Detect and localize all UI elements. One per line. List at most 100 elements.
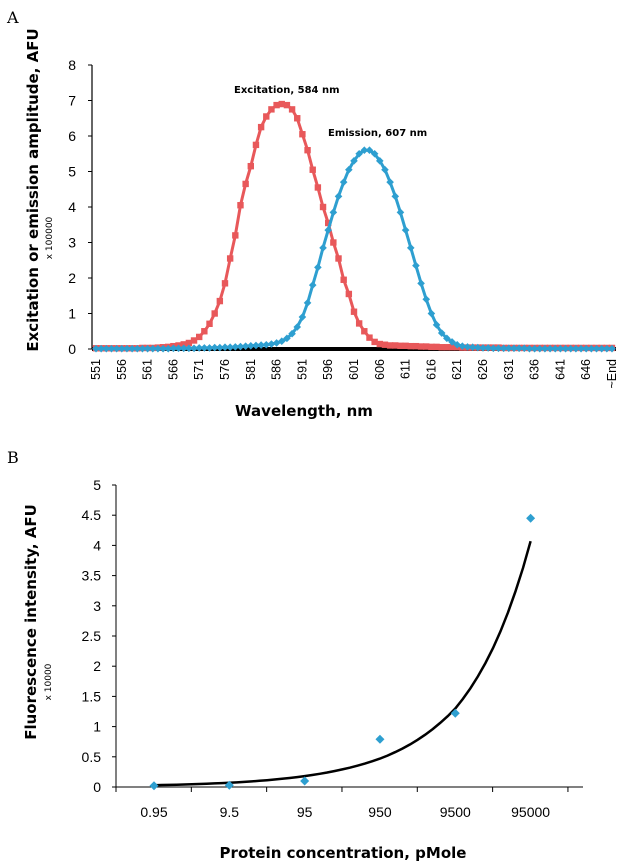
panel-a-emission-marker [365,146,374,154]
panel-a-emission-marker [143,344,152,353]
panel-b-points [149,513,536,791]
panel-a-x-tick-label: 621 [450,359,464,380]
panel-a-emission-marker [463,343,472,351]
panel-a-x-tick-label: 551 [89,359,103,380]
panel-a-excitation-marker [412,342,420,350]
panel-a-emission-marker [200,344,209,352]
panel-a-series [92,100,616,353]
panel-a-emission-marker [133,344,142,353]
panel-a-x-tick-label: 631 [502,359,516,380]
panel-a-excitation-annotation: Excitation, 584 nm [234,85,340,96]
panel-b-y-axis-multiplier: x 10000 [44,663,54,700]
panel-a-emission-marker [541,344,549,353]
panel-a-emission-marker [376,157,384,165]
panel-a-emission-marker [556,344,565,353]
panel-a-emission-marker [112,344,121,353]
panel-a-emission-marker [582,344,590,353]
panel-a-emission-marker [350,157,358,165]
panel-a-emission-marker [468,343,477,352]
panel-a-emission-marker [520,344,529,353]
panel-a-emission-marker [154,344,162,353]
panel-a-excitation-marker [443,344,451,351]
panel-a-excitation-marker [299,131,306,138]
panel-b-x-axis-title: Protein concentration, pMole [220,844,467,862]
panel-a-excitation-marker [252,141,260,149]
panel-a-y-ticks: 0 1 2 3 4 5 6 7 8 [68,57,92,357]
panel-a-emission-marker [303,299,312,307]
panel-a-y-axis-title: Excitation or emission amplitude, AFU [24,28,42,351]
panel-a-excitation-marker [355,320,363,327]
panel-b-y-tick-label: 3.5 [82,568,102,584]
panel-a-emission-marker [608,344,616,353]
panel-a-excitation-marker [350,308,358,315]
panel-a-emission-marker [118,344,126,353]
panel-a-x-tick-label: 641 [553,359,567,380]
panel-a-emission-marker [123,344,131,353]
panel-a-emission-marker [257,341,265,349]
panel-a-emission-marker [226,343,234,352]
panel-a-excitation-marker [201,328,208,335]
panel-a-emission-marker [319,244,327,252]
panel-a-emission-marker [267,340,276,348]
panel-a-emission-marker [128,344,136,353]
panel-a-excitation-marker [237,202,244,209]
panel-a-emission-marker [360,146,369,154]
panel-a-y-tick-label: 4 [68,199,76,215]
panel-b-trendline-group [153,540,532,787]
panel-a-x-tick-label: 581 [244,359,258,380]
panel-b-x-tick-label: 950 [368,804,392,820]
panel-a-excitation-marker [283,101,291,109]
panel-a-emission-marker [179,344,188,353]
panel-a-excitation-marker [448,344,456,351]
panel-a-y-tick-label: 3 [68,235,76,251]
panel-a-label: A [6,8,19,27]
panel-a-excitation-marker [268,106,275,113]
panel-a-emission-marker [561,344,570,353]
panel-b-data-point [526,513,536,523]
panel-a-excitation-marker [247,162,254,170]
panel-a-emission-marker [231,343,240,351]
panel-b-y-tick-label: 4.5 [82,507,102,523]
panel-a-excitation-marker [319,203,327,211]
panel-b-data-point [224,780,234,790]
panel-a-emission-marker [572,344,580,353]
panel-a-excitation-marker [304,147,311,154]
panel-b-x-tick-label: 9.5 [220,804,240,820]
panel-a-y-tick-label: 0 [68,341,76,357]
panel-a-excitation-marker [417,343,425,350]
panel-b-x-tick-label: 95000 [511,804,550,820]
panel-a-emission-marker [535,344,544,353]
panel-a-emission-marker [159,344,167,353]
panel-a-excitation-marker [180,341,187,348]
panel-a-excitation-marker [221,280,229,287]
panel-b-y-ticks: 0 0.5 1 1.5 2 2.5 3 3.5 4 4.5 5 [82,477,116,795]
panel-a-x-ticks: 551 556 561 566 571 576 581 586 591 596 601 606 611 6… [89,359,619,389]
panel-a-emission-marker [381,165,389,174]
panel-a-emission-marker [448,338,456,346]
panel-b-data-point [375,734,385,744]
panel-a-emission-marker [391,192,400,201]
panel-a-emission-marker [499,344,508,353]
panel-a-emission-marker [546,344,554,353]
panel-a-x-tick-label: 571 [192,359,206,380]
panel-a-emission-marker [422,295,431,304]
panel-a-emission-marker [221,343,229,352]
panel-a-emission-marker [247,342,255,350]
panel-a-emission-marker [138,344,147,353]
panel-a-emission-marker [262,340,271,349]
panel-a-excitation-marker [314,184,322,191]
panel-b: B Fluorescence intensity, AFU x 10000 00… [7,448,583,862]
panel-b-data-point [300,776,310,786]
panel-a-emission-marker [329,208,338,217]
panel-b-data-point [450,708,460,718]
panel-a-excitation-marker [381,341,389,348]
panel-a-excitation-marker [330,239,337,246]
panel-b-y-tick-label: 0.5 [82,749,102,765]
panel-b-y-tick-label: 5 [93,477,101,493]
panel-a-emission-marker [401,226,410,234]
panel-a-y-tick-label: 7 [68,93,76,109]
panel-a-y-axis-multiplier-group: x 100000 [45,216,55,259]
panel-a-x-axis-title: Wavelength, nm [235,402,373,420]
panel-a-x-tick-label: 616 [424,359,438,380]
